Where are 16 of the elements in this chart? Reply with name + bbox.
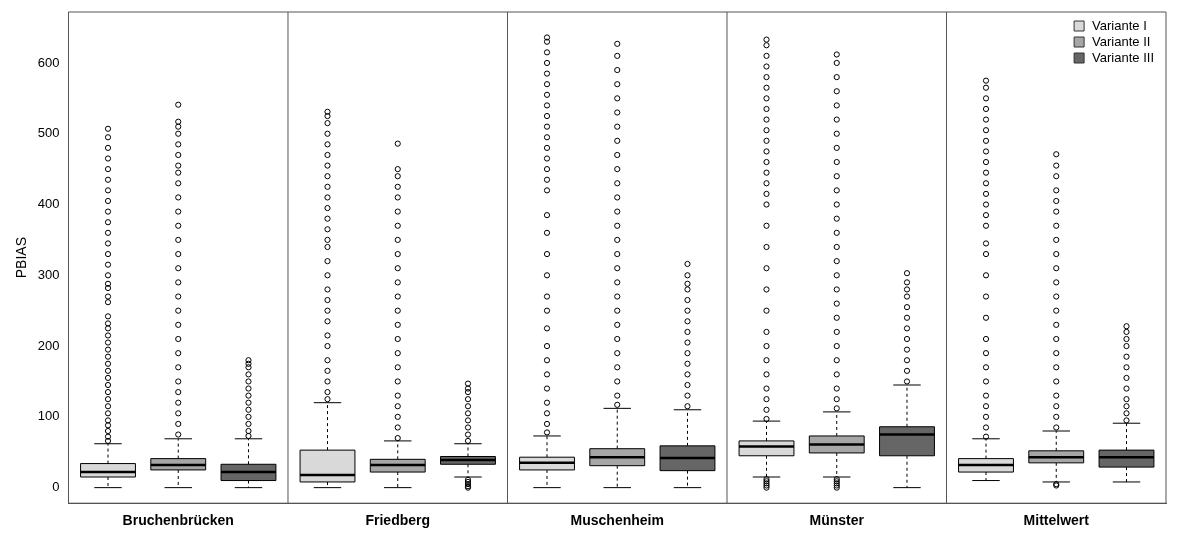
y-tick-label: 400 <box>37 196 60 212</box>
x-tick-label: Mittelwert <box>1023 512 1090 529</box>
y-axis-title: PBIAS <box>13 236 30 279</box>
legend-label: Variante III <box>1092 49 1154 65</box>
y-tick-label: 0 <box>52 479 60 495</box>
x-tick-label: Münster <box>809 512 865 529</box>
y-tick-label: 500 <box>37 125 60 141</box>
y-tick-label: 600 <box>37 54 60 70</box>
y-tick-label: 100 <box>37 408 60 424</box>
y-tick-label: 300 <box>37 266 60 282</box>
legend-label: Variante II <box>1092 33 1151 49</box>
x-tick-label: Bruchenbrücken <box>122 512 234 529</box>
legend-label: Variante I <box>1092 17 1147 33</box>
y-tick-label: 200 <box>37 337 60 353</box>
x-tick-label: Muschenheim <box>570 512 664 529</box>
x-tick-label: Friedberg <box>365 512 431 529</box>
